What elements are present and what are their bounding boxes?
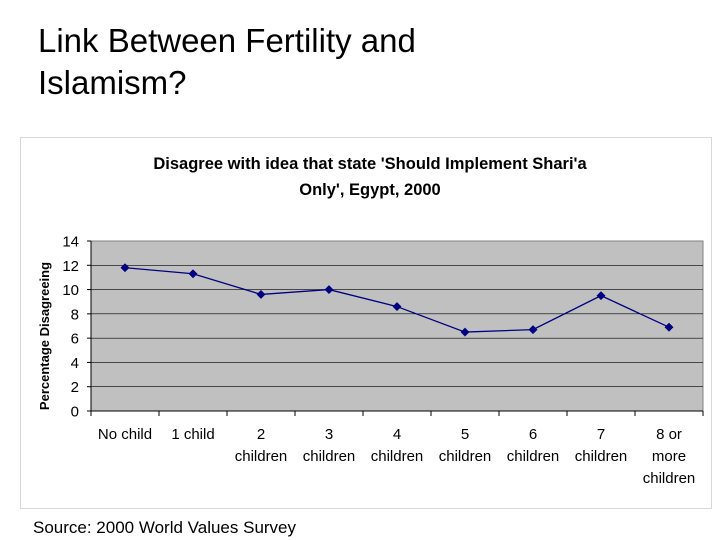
source-note: Source: 2000 World Values Survey (33, 518, 297, 537)
data-point-5 (392, 302, 402, 312)
slide-title-line-1: Link Between Fertility and (38, 22, 416, 59)
y-tick-label-6: 6 (71, 331, 79, 348)
y-tick-label-4: 4 (71, 355, 79, 372)
data-point-6 (460, 327, 470, 337)
x-tick-label-9-line-1: 8 or (656, 426, 682, 443)
x-tick-label-2-line-1: 1 child (171, 426, 214, 443)
y-tick-label-14: 14 (62, 234, 79, 251)
y-tick-label-10: 10 (62, 282, 79, 299)
data-point-3 (256, 289, 266, 299)
chart-title-line-2: Only', Egypt, 2000 (299, 181, 440, 199)
slide-title-line-2: Islamism? (38, 64, 187, 101)
x-tick-label-6-line-2: children (439, 448, 492, 465)
plot-area (90, 240, 704, 412)
data-point-2 (188, 269, 198, 279)
x-tick-label-5-line-1: 4 (393, 426, 401, 443)
y-tick-label-12: 12 (62, 258, 79, 275)
line-chart: Disagree with idea that state 'Should Im… (37, 155, 704, 487)
data-point-9 (664, 322, 674, 332)
x-tick-label-4-line-2: children (303, 448, 356, 465)
slide-title: Link Between Fertility and Islamism? (38, 20, 678, 104)
x-tick-label-3-line-1: 2 (257, 426, 265, 443)
data-point-8 (596, 291, 606, 301)
x-tick-label-6-line-1: 5 (461, 426, 469, 443)
x-tick-label-7-line-2: children (507, 448, 560, 465)
chart-frame: Disagree with idea that state 'Should Im… (20, 137, 712, 509)
data-point-7 (528, 325, 538, 335)
x-tick-label-8-line-2: children (575, 448, 628, 465)
x-tick-label-5-line-2: children (371, 448, 424, 465)
y-tick-label-2: 2 (71, 379, 79, 396)
y-axis-title: Percentage Disagreeing (37, 262, 52, 410)
y-tick-label-0: 0 (71, 404, 79, 421)
chart-title-line-1: Disagree with idea that state 'Should Im… (153, 155, 587, 173)
x-tick-label-9-line-3: children (643, 470, 696, 487)
x-tick-label-8-line-1: 7 (597, 426, 605, 443)
data-point-4 (324, 285, 334, 295)
x-tick-label-1-line-1: No child (98, 426, 152, 443)
x-tick-label-3-line-2: children (235, 448, 288, 465)
x-tick-label-4-line-1: 3 (325, 426, 333, 443)
x-tick-label-7-line-1: 6 (529, 426, 537, 443)
data-point-1 (120, 263, 130, 273)
x-tick-label-9-line-2: more (652, 448, 686, 465)
y-tick-label-8: 8 (71, 306, 79, 323)
